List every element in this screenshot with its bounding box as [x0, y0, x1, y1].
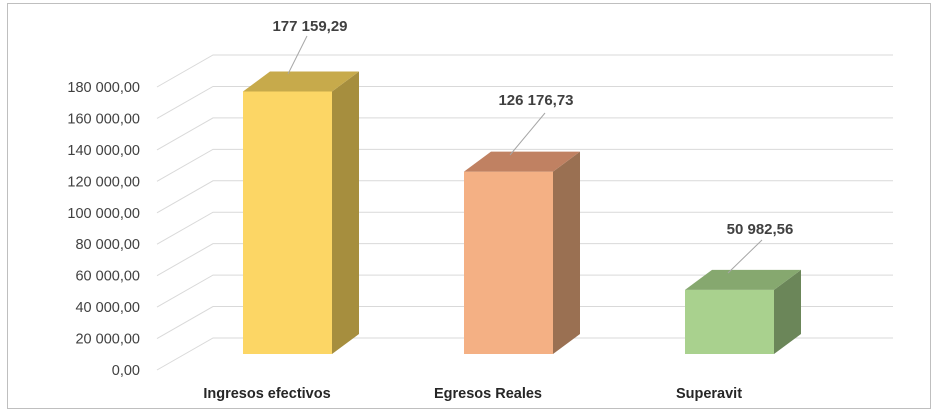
gridline	[156, 211, 893, 245]
bar-front	[243, 91, 332, 355]
bar-front	[685, 289, 774, 354]
y-tick-label: 60 000,00	[75, 269, 140, 285]
gridline	[156, 180, 893, 214]
bar-top	[685, 269, 801, 290]
y-tick-label: 120 000,00	[67, 174, 140, 190]
x-category-label: Ingresos efectivos	[203, 386, 330, 402]
y-tick-label: 80 000,00	[75, 237, 140, 253]
data-label-leader	[509, 112, 546, 156]
bar-top	[464, 151, 580, 172]
data-label: 126 176,73	[498, 92, 573, 109]
gridline	[156, 274, 893, 308]
y-tick-label: 160 000,00	[67, 111, 140, 127]
gridline	[156, 54, 893, 88]
y-tick-label: 180 000,00	[67, 80, 140, 96]
gridline	[156, 85, 893, 119]
data-label: 177 159,29	[272, 18, 347, 35]
gridline	[156, 243, 893, 277]
x-category-label: Egresos Reales	[434, 386, 542, 402]
data-label-leader	[727, 239, 763, 274]
gridline	[156, 148, 893, 182]
bar-side	[774, 269, 801, 354]
y-tick-label: 20 000,00	[75, 332, 140, 348]
gridline	[156, 306, 893, 339]
bar-side	[332, 71, 359, 355]
x-category-label: Superavit	[676, 386, 742, 402]
gridline	[156, 337, 893, 371]
y-tick-label: 0,00	[112, 363, 140, 379]
y-tick-label: 140 000,00	[67, 143, 140, 159]
gridline	[156, 117, 893, 151]
bar-top	[243, 71, 359, 92]
data-label-leader	[287, 35, 308, 75]
data-label: 50 982,56	[727, 221, 794, 238]
y-tick-label: 40 000,00	[75, 300, 140, 316]
y-tick-label: 100 000,00	[67, 206, 140, 222]
bar-side	[553, 151, 580, 354]
bar-front	[464, 171, 553, 354]
